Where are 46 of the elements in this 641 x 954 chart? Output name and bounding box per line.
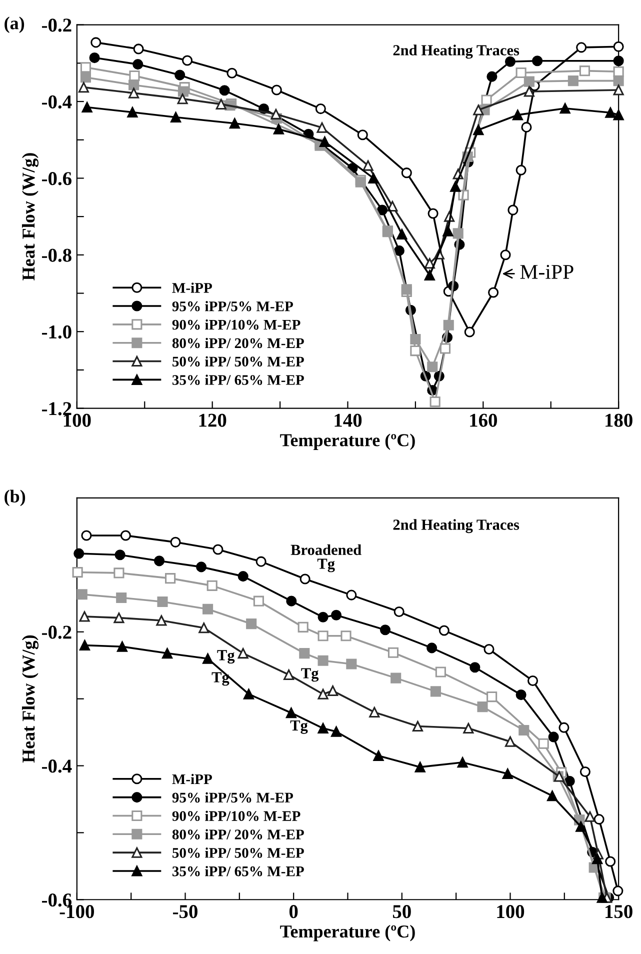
- y-axis-title: Heat Flow (W/g): [22, 153, 38, 280]
- annotation: 2nd Heating Traces: [393, 519, 520, 534]
- x-axis-title: Temperature (ºC): [280, 924, 415, 942]
- legend-label: M-iPP: [172, 774, 212, 784]
- chart-title: (b): [4, 490, 26, 506]
- legend-label: M-iPP: [172, 282, 212, 293]
- y-tick-label: -0.2: [42, 18, 72, 32]
- legend-label: 50% iPP/ 50% M-EP: [172, 356, 304, 367]
- y-tick-label: -0.2: [42, 626, 72, 639]
- chart-title: (a): [4, 16, 24, 33]
- annotation: Tg: [290, 720, 308, 734]
- x-axis-title: Temperature (ºC): [280, 434, 415, 450]
- annotation: Tg: [217, 650, 235, 664]
- x-tick-label: 100: [64, 414, 91, 427]
- y-tick-label: -0.6: [42, 172, 72, 186]
- legend-label: 90% iPP/10% M-EP: [172, 319, 300, 330]
- annotation: Tg: [212, 672, 230, 686]
- legend-label: 80% iPP/ 20% M-EP: [172, 829, 304, 840]
- legend-label: 35% iPP/ 65% M-EP: [172, 866, 304, 876]
- legend-label: 80% iPP/ 20% M-EP: [172, 338, 304, 348]
- x-tick-label: 120: [199, 414, 226, 427]
- x-tick-label: -50: [173, 905, 198, 918]
- x-tick-label: 0: [289, 905, 298, 918]
- y-axis-title: Heat Flow (W/g): [22, 635, 38, 763]
- legend-label: 95% iPP/5% M-EP: [172, 300, 294, 312]
- annotation: M-iPP: [520, 264, 574, 279]
- legend-label: 90% iPP/10% M-EP: [172, 810, 300, 822]
- x-tick-label: 180: [606, 414, 632, 427]
- x-tick-label: 150: [606, 905, 632, 918]
- y-tick-label: -0.4: [42, 760, 72, 773]
- annotation: 2nd Heating Traces: [393, 44, 520, 59]
- y-tick-label: -0.8: [42, 248, 72, 262]
- x-tick-label: -100: [60, 905, 94, 918]
- y-tick-label: -1.0: [42, 325, 72, 339]
- legend-label: 50% iPP/ 50% M-EP: [172, 848, 304, 858]
- y-tick-label: -1.2: [42, 402, 72, 416]
- legend-label: 35% iPP/ 65% M-EP: [172, 374, 304, 385]
- x-tick-label: 140: [334, 414, 362, 427]
- y-tick-label: -0.6: [42, 893, 72, 907]
- legend-label: 95% iPP/5% M-EP: [172, 792, 294, 803]
- x-tick-label: 160: [470, 414, 497, 427]
- x-tick-label: 50: [392, 905, 411, 918]
- annotation: Broadened Tg: [290, 544, 362, 572]
- x-tick-label: 100: [497, 905, 524, 918]
- annotation: Tg: [301, 668, 319, 682]
- y-tick-label: -0.4: [42, 95, 72, 109]
